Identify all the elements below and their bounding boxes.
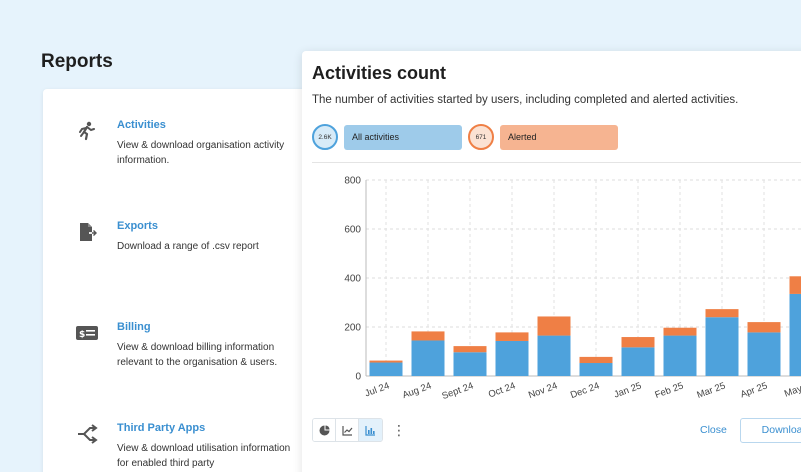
line-chart-icon xyxy=(341,425,352,436)
x-tick-label: Jan 25 xyxy=(612,380,643,400)
share-arrows-icon xyxy=(75,422,99,446)
bar-alerted xyxy=(621,337,655,348)
bar-chart-button[interactable] xyxy=(359,419,382,441)
bar-all-activities xyxy=(495,340,529,376)
dialog-subtitle: The number of activities started by user… xyxy=(312,94,739,106)
bar-alerted xyxy=(537,316,571,336)
x-tick-label: Aug 24 xyxy=(401,380,433,401)
report-title[interactable]: Billing xyxy=(117,321,151,333)
y-tick-label: 400 xyxy=(344,274,361,285)
bar-alerted xyxy=(789,276,801,294)
y-tick-label: 600 xyxy=(344,225,361,236)
divider xyxy=(312,162,801,163)
pie-chart-icon xyxy=(319,425,329,435)
line-chart-button[interactable] xyxy=(336,419,359,441)
bar-all-activities xyxy=(453,352,487,376)
bar-all-activities xyxy=(411,340,445,376)
bar-alerted xyxy=(663,327,697,336)
report-description: View & download utilisation information … xyxy=(117,443,291,469)
x-tick-label: Oct 24 xyxy=(487,380,517,400)
x-tick-label: Jul 24 xyxy=(363,380,391,399)
x-tick-label: May 2 xyxy=(783,380,801,399)
legend-alerted[interactable]: 671 Alerted xyxy=(468,124,620,152)
legend-all-activities[interactable]: 2.6K All activities xyxy=(312,124,464,152)
billing-icon: $ xyxy=(75,321,99,345)
y-tick-label: 800 xyxy=(344,176,361,187)
more-options-icon[interactable]: ⋮ xyxy=(392,422,406,438)
bar-all-activities xyxy=(537,335,571,376)
pie-chart-button[interactable] xyxy=(313,419,336,441)
bar-all-activities xyxy=(747,332,781,376)
bar-alerted xyxy=(453,346,487,353)
activities-bar-chart: 0 200 400 600 800 Jul 24 Aug 24 Sept 24 Oct 24 No… xyxy=(344,176,801,402)
running-person-icon xyxy=(75,119,99,143)
bar-alerted xyxy=(705,309,739,318)
legend-label: Alerted xyxy=(500,125,618,150)
bar-alerted xyxy=(747,322,781,333)
bar-all-activities xyxy=(579,363,613,376)
report-description: Download a range of .csv report xyxy=(117,241,259,252)
file-export-icon xyxy=(75,220,99,244)
x-tick-label: Apr 25 xyxy=(739,380,769,400)
bar-all-activities xyxy=(705,317,739,376)
y-tick-label: 0 xyxy=(355,372,361,383)
bar-all-activities xyxy=(369,362,403,376)
report-title[interactable]: Exports xyxy=(117,220,158,232)
legend-label: All activities xyxy=(344,125,462,150)
report-description: View & download organisation activity in… xyxy=(117,140,285,166)
bar-all-activities xyxy=(663,335,697,376)
x-tick-label: Dec 24 xyxy=(569,380,601,401)
dialog-title: Activities count xyxy=(312,63,447,83)
bar-all-activities xyxy=(789,293,801,376)
legend-count-badge: 2.6K xyxy=(312,124,338,150)
chart-type-toolbar xyxy=(312,418,383,442)
bar-alerted xyxy=(579,356,613,364)
bar-alerted xyxy=(369,360,403,363)
report-title[interactable]: Third Party Apps xyxy=(117,422,206,434)
download-button[interactable]: Download xyxy=(740,418,801,443)
activities-count-dialog: Activities count The number of activitie… xyxy=(302,51,801,472)
x-tick-label: Nov 24 xyxy=(527,380,559,401)
page-title: Reports xyxy=(41,51,113,72)
bar-alerted xyxy=(495,332,529,341)
bar-alerted xyxy=(411,331,445,341)
y-tick-label: 200 xyxy=(344,323,361,334)
x-tick-label: Sept 24 xyxy=(440,380,475,402)
bar-chart-icon xyxy=(365,425,375,436)
report-description: View & download billing information rele… xyxy=(117,342,278,368)
x-tick-label: Mar 25 xyxy=(695,380,727,400)
legend-count-badge: 671 xyxy=(468,124,494,150)
bar-all-activities xyxy=(621,347,655,376)
x-tick-label: Feb 25 xyxy=(653,380,685,400)
report-title[interactable]: Activities xyxy=(117,119,166,131)
close-button[interactable]: Close xyxy=(700,424,727,436)
svg-text:$: $ xyxy=(79,330,85,340)
